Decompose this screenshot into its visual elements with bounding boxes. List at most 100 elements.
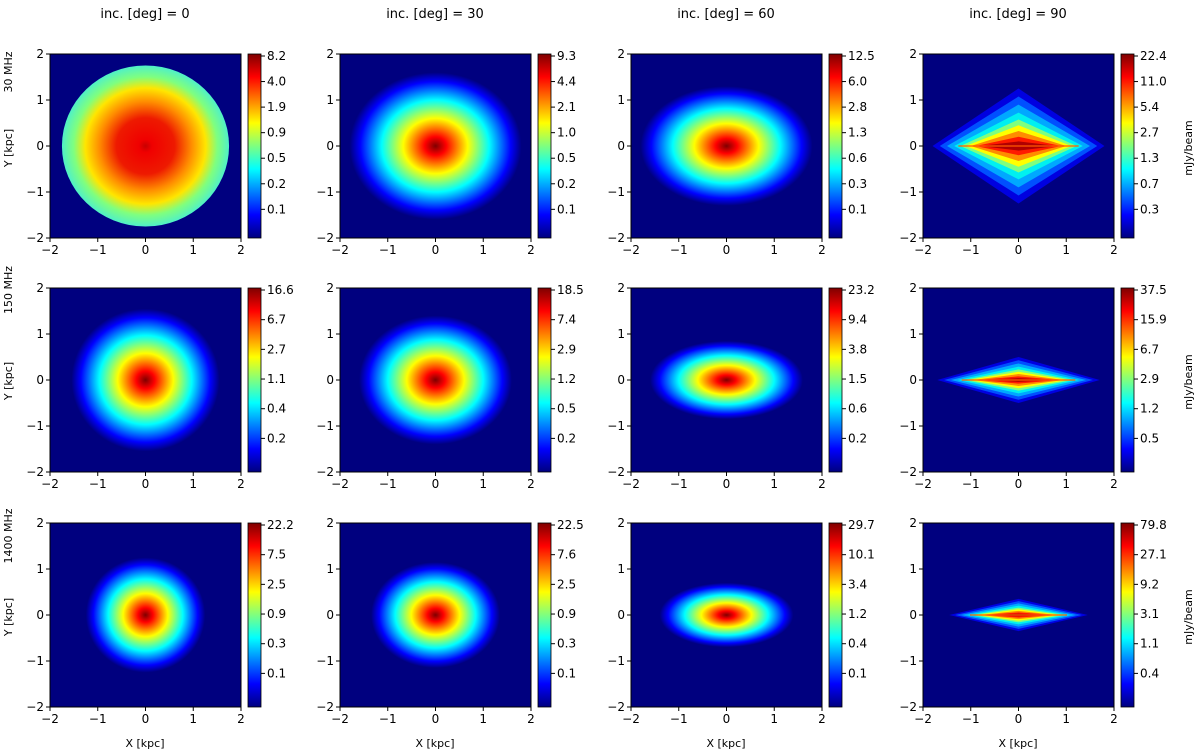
colorbar-tick-label: 2.8: [848, 100, 867, 114]
colorbar-tick-label: 7.5: [267, 548, 286, 562]
column-title-1: inc. [deg] = 0: [100, 7, 189, 22]
row-labels: 30 MHz 150 MHz 1400 MHz Y [kpc] Y [kpc] …: [2, 51, 15, 637]
y-tick-label: 0: [326, 139, 334, 153]
y-tick-label: 2: [326, 516, 334, 530]
x-tick-label: −1: [670, 712, 688, 726]
colorbar-tick-label: 6.7: [267, 313, 286, 327]
colorbar: [537, 53, 552, 239]
x-tick-label: −1: [379, 243, 397, 257]
colorbar-tick-label: 2.9: [1140, 372, 1159, 386]
x-tick-label: 2: [237, 477, 245, 491]
colorbar-unit-1: mJy/beam: [1182, 120, 1195, 175]
emission-disk: [659, 582, 794, 648]
row-label-2: 150 MHz: [2, 266, 15, 314]
colorbar-tick-label: 0.2: [267, 177, 286, 191]
colorbar-tick-label: 0.5: [267, 151, 286, 165]
colorbar-tick-label: 0.3: [848, 177, 867, 191]
colorbar-tick-label: 0.4: [267, 402, 286, 416]
x-tick-label: 2: [237, 712, 245, 726]
y-tick-label: −2: [899, 700, 917, 714]
heatmap-r1c1: [50, 54, 241, 238]
colorbar-tick-label: 2.7: [1140, 126, 1159, 140]
x-tick-label: −2: [914, 243, 932, 257]
y-tick-label: 1: [617, 93, 625, 107]
colorbar-tick-label: 0.5: [1140, 431, 1159, 445]
colorbar-tick-label: 1.1: [1140, 637, 1159, 651]
x-tick-label: 1: [189, 477, 197, 491]
colorbar: [828, 522, 843, 708]
x-tick-label: 0: [723, 712, 731, 726]
colorbar: [1120, 53, 1135, 239]
y-tick-label: 1: [36, 562, 44, 576]
colorbar-tick-label: 0.3: [557, 637, 576, 651]
colorbar-tick-label: 0.7: [1140, 177, 1159, 191]
panel-r3c1: −2 −1 0 1 2 2 1 0 −1 −2 22.2 7.5 2.5 0.9 0.3 0.1: [26, 516, 293, 726]
x-tick-label: −1: [962, 477, 980, 491]
x-axis-label-1: X [kpc]: [125, 737, 164, 750]
panel-r3c4: −2 −1 0 1 2 2 1 0 −1 −2 79.8 27.1 9.2 3.1 1.1 0.4: [899, 516, 1166, 726]
colorbar-tick-label: 0.6: [848, 402, 867, 416]
colorbar-tick-label: 1.2: [848, 607, 867, 621]
x-tick-label: 1: [770, 712, 778, 726]
colorbar-tick-label: 0.4: [1140, 666, 1159, 680]
x-tick-label: 2: [527, 477, 535, 491]
x-tick-label: 0: [723, 243, 731, 257]
x-tick-label: −1: [379, 477, 397, 491]
x-tick-label: 1: [1062, 712, 1070, 726]
y-tick-label: 2: [326, 47, 334, 61]
column-title-4: inc. [deg] = 90: [969, 7, 1067, 22]
colorbar-tick-label: 7.6: [557, 548, 576, 562]
x-tick-label: 0: [723, 477, 731, 491]
x-tick-label: 1: [1062, 477, 1070, 491]
x-tick-label: −2: [622, 712, 640, 726]
colorbar-tick-label: 1.3: [1140, 151, 1159, 165]
emission-disk: [61, 65, 230, 227]
x-tick-label: −1: [379, 712, 397, 726]
x-tick-label: −2: [914, 477, 932, 491]
colorbar: [247, 53, 262, 239]
heatmap-r2c4: [923, 288, 1114, 472]
row-label-1: 30 MHz: [2, 51, 15, 92]
y-tick-label: 1: [326, 93, 334, 107]
y-tick-label: 2: [909, 516, 917, 530]
y-tick-label: −2: [607, 465, 625, 479]
x-tick-label: 1: [770, 477, 778, 491]
x-tick-label: −1: [962, 712, 980, 726]
heatmap-r1c3: [631, 54, 822, 238]
y-tick-label: 0: [326, 373, 334, 387]
x-tick-label: −2: [331, 243, 349, 257]
colorbar-tick-label: 23.2: [848, 283, 875, 297]
y-tick-label: −2: [899, 231, 917, 245]
column-title-2: inc. [deg] = 30: [386, 7, 484, 22]
column-title-3: inc. [deg] = 60: [677, 7, 775, 22]
x-tick-label: 1: [479, 712, 487, 726]
x-tick-label: 1: [479, 477, 487, 491]
x-tick-label: 2: [1110, 243, 1118, 257]
y-tick-label: 0: [909, 608, 917, 622]
y-axis-label-3: Y [kpc]: [2, 598, 15, 637]
y-tick-label: 2: [326, 281, 334, 295]
colorbar-tick-label: 1.3: [848, 126, 867, 140]
colorbar-tick-label: 2.7: [267, 342, 286, 356]
y-tick-label: 0: [909, 139, 917, 153]
y-tick-label: −1: [607, 419, 625, 433]
colorbar-tick-label: 1.5: [848, 372, 867, 386]
heatmap-r3c1: [50, 523, 241, 707]
panel-r2c1: −2 −1 0 1 2 2 1 0 −1 −2 16.6 6.7 2.7 1.1 0.4 0.2: [26, 281, 293, 491]
x-tick-label: 0: [142, 712, 150, 726]
colorbar-tick-label: 0.2: [557, 431, 576, 445]
x-tick-label: −2: [331, 477, 349, 491]
x-tick-label: −2: [41, 712, 59, 726]
heatmap-r3c4: [923, 523, 1114, 707]
x-tick-label: 2: [237, 243, 245, 257]
colorbar-tick-label: 2.5: [557, 577, 576, 591]
y-tick-label: 0: [617, 608, 625, 622]
colorbar-tick-label: 1.2: [557, 372, 576, 386]
y-tick-label: 2: [36, 516, 44, 530]
y-tick-label: 2: [617, 516, 625, 530]
colorbar-tick-label: 7.4: [557, 313, 576, 327]
colorbar-tick-label: 37.5: [1140, 283, 1167, 297]
colorbar-tick-label: 9.3: [557, 49, 576, 63]
x-tick-label: 1: [189, 243, 197, 257]
colorbar-tick-label: 3.1: [1140, 607, 1159, 621]
